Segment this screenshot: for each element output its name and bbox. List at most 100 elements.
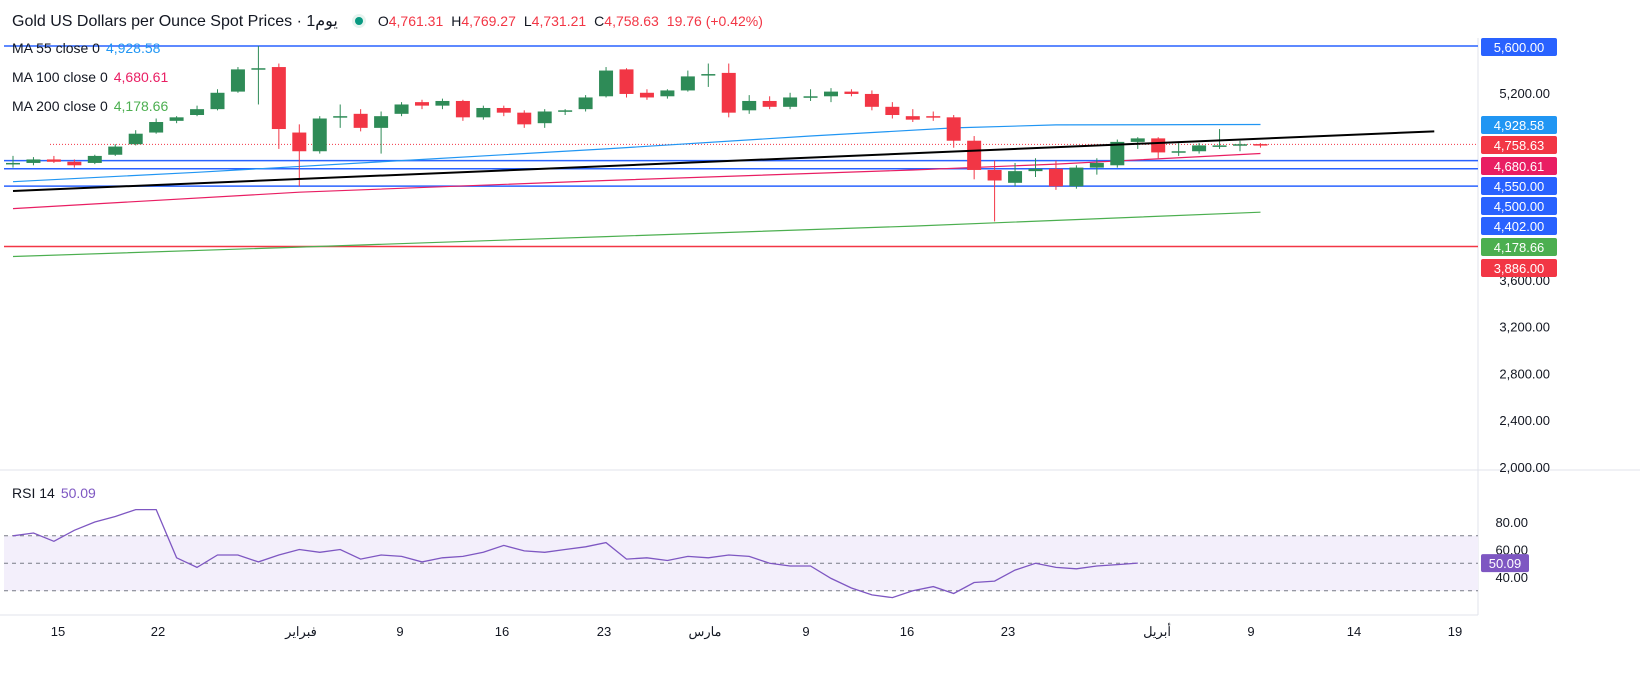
candle[interactable]: [87, 154, 102, 165]
candle-body: [558, 110, 573, 112]
candle[interactable]: [639, 89, 654, 100]
symbol-title[interactable]: Gold US Dollars per Ounce Spot Prices · …: [12, 13, 338, 30]
candle[interactable]: [1151, 137, 1166, 159]
candle[interactable]: [844, 89, 859, 97]
candle[interactable]: [455, 99, 470, 121]
candle[interactable]: [742, 95, 757, 114]
candle[interactable]: [496, 105, 511, 117]
candle[interactable]: [987, 160, 1002, 222]
candle[interactable]: [926, 111, 941, 121]
trendline[interactable]: [12, 130, 1435, 193]
ohlc-low: L4,731.21: [523, 13, 587, 29]
price-badge-label: 4,758.63: [1494, 138, 1545, 153]
candle[interactable]: [762, 96, 777, 110]
candle[interactable]: [885, 102, 900, 119]
candle[interactable]: [394, 102, 409, 117]
candle[interactable]: [1171, 143, 1186, 156]
candle[interactable]: [578, 95, 593, 112]
candle[interactable]: [149, 118, 164, 134]
candle[interactable]: [517, 110, 532, 128]
rsi-line[interactable]: [12, 508, 1138, 599]
candle[interactable]: [190, 105, 205, 117]
candle[interactable]: [230, 67, 245, 93]
candle[interactable]: [1028, 158, 1043, 177]
candle-body: [1028, 168, 1043, 172]
rsi-legend[interactable]: RSI 14 50.09: [12, 485, 96, 501]
candle[interactable]: [701, 63, 716, 87]
candle-body: [312, 118, 327, 152]
candle[interactable]: [1048, 160, 1063, 190]
ma100-legend[interactable]: MA 100 close 0 4,680.61: [12, 69, 169, 85]
candle-body: [1069, 167, 1084, 187]
candle[interactable]: [169, 116, 184, 124]
ma55-line[interactable]: [12, 123, 1261, 183]
candle[interactable]: [333, 104, 348, 128]
candle[interactable]: [415, 99, 429, 110]
candle-body: [660, 90, 675, 97]
ma200-legend[interactable]: MA 200 close 0 4,178.66: [12, 98, 169, 114]
price-badge: 4,758.63: [1481, 136, 1557, 154]
price-badge: 4,402.00: [1481, 217, 1557, 235]
candle[interactable]: [251, 46, 266, 105]
candle-body: [926, 116, 941, 118]
price-badge: 4,928.58: [1481, 116, 1557, 134]
candle[interactable]: [374, 111, 389, 154]
candle[interactable]: [783, 92, 798, 110]
ohlc-open: O4,761.31: [377, 13, 444, 29]
candle[interactable]: [619, 68, 634, 98]
candle[interactable]: [210, 89, 225, 111]
candle[interactable]: [312, 116, 327, 154]
candle[interactable]: [864, 90, 879, 111]
candle-body: [149, 122, 164, 133]
candle[interactable]: [824, 88, 838, 103]
ma100-line[interactable]: [12, 152, 1261, 210]
candle[interactable]: [6, 155, 20, 168]
time-tick-label: 23: [1001, 624, 1015, 639]
candle[interactable]: [1233, 140, 1247, 152]
ma200-line[interactable]: [12, 211, 1261, 258]
candle[interactable]: [946, 114, 961, 148]
candle[interactable]: [1069, 165, 1084, 189]
rsi-tick-label: 60.00: [1495, 543, 1528, 558]
candle-body: [46, 159, 61, 162]
candle[interactable]: [1089, 158, 1104, 175]
candle[interactable]: [128, 130, 143, 146]
candle[interactable]: [967, 136, 982, 180]
candle[interactable]: [476, 105, 491, 120]
price-badge-label: 3,886.00: [1494, 261, 1545, 276]
candle[interactable]: [1192, 143, 1207, 154]
price-change: 19.76 (+0.42%): [666, 13, 763, 29]
candle[interactable]: [905, 109, 920, 123]
rsi-value-badge: 50.09: [1481, 554, 1529, 573]
candle-body: [537, 111, 552, 124]
candle[interactable]: [721, 63, 736, 118]
candle-body: [885, 106, 900, 115]
candle-body: [742, 100, 757, 111]
rsi-badge-label: 50.09: [1489, 556, 1522, 571]
price-badge: 5,600.00: [1481, 38, 1557, 56]
candle[interactable]: [1212, 129, 1227, 149]
candle[interactable]: [1253, 143, 1268, 148]
candle[interactable]: [46, 155, 61, 163]
candle[interactable]: [660, 89, 675, 99]
candle[interactable]: [26, 157, 41, 166]
candle[interactable]: [353, 109, 368, 132]
candle[interactable]: [292, 124, 307, 187]
candle-body: [680, 76, 695, 91]
candle[interactable]: [108, 144, 123, 156]
candle-body: [844, 91, 859, 94]
candle[interactable]: [1008, 162, 1023, 187]
candle[interactable]: [558, 109, 573, 115]
candle[interactable]: [803, 89, 818, 101]
candle[interactable]: [680, 70, 695, 92]
candle[interactable]: [271, 63, 286, 149]
candle[interactable]: [537, 109, 552, 128]
chart-header: Gold US Dollars per Ounce Spot Prices · …: [12, 9, 763, 33]
candle[interactable]: [435, 98, 450, 110]
price-badge: 4,550.00: [1481, 177, 1557, 195]
time-tick-label: 9: [396, 624, 403, 639]
candle[interactable]: [67, 159, 82, 168]
candle[interactable]: [599, 67, 614, 98]
ma55-legend[interactable]: MA 55 close 0 4,928.58: [12, 40, 161, 56]
